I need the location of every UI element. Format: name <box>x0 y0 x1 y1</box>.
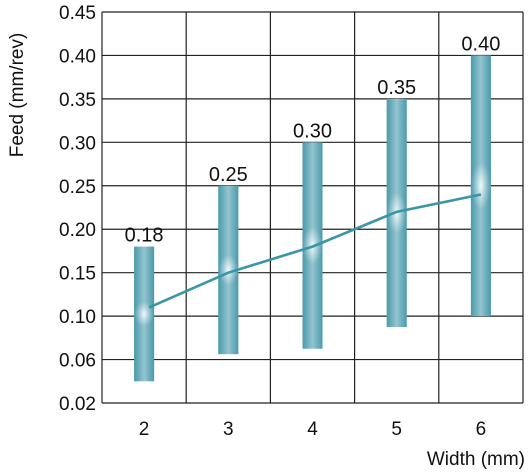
bar-value-label: 0.35 <box>377 77 416 99</box>
bar-value-label: 0.25 <box>209 164 248 186</box>
range-bars <box>134 55 491 382</box>
bar-value-label: 0.40 <box>461 33 500 55</box>
x-tick-label: 5 <box>391 419 402 440</box>
y-tick-label: 0.45 <box>59 3 96 24</box>
y-tick-label: 0.10 <box>59 307 96 328</box>
trend-line <box>148 193 482 309</box>
y-axis-label: Feed (mm/rev) <box>7 33 28 158</box>
y-tick-label: 0.20 <box>59 220 96 241</box>
trend-line-series <box>148 193 482 309</box>
y-tick-label: 0.35 <box>59 90 96 111</box>
axes: 0.02 0.06 0.10 0.15 0.20 0.25 0.30 0.35 0.40 0.45… <box>59 3 486 440</box>
x-tick-label: 3 <box>223 419 234 440</box>
x-tick-label: 6 <box>476 419 487 440</box>
y-tick-label: 0.25 <box>59 177 96 198</box>
y-tick-label: 0.06 <box>59 351 96 372</box>
y-tick-label: 0.40 <box>59 46 96 67</box>
x-tick-label: 2 <box>139 419 150 440</box>
x-axis-label: Width (mm) <box>427 449 525 470</box>
range-bar <box>134 246 155 382</box>
x-tick-label: 4 <box>307 419 318 440</box>
y-tick-label: 0.15 <box>59 264 96 285</box>
bar-value-label: 0.30 <box>293 120 332 142</box>
bar-labels: 0.18 0.25 0.30 0.35 0.40 <box>125 33 501 246</box>
bar-value-label: 0.18 <box>125 225 164 247</box>
y-tick-label: 0.30 <box>59 133 96 154</box>
range-bar <box>470 55 491 317</box>
y-tick-label: 0.02 <box>59 394 96 415</box>
range-bar <box>218 185 239 355</box>
